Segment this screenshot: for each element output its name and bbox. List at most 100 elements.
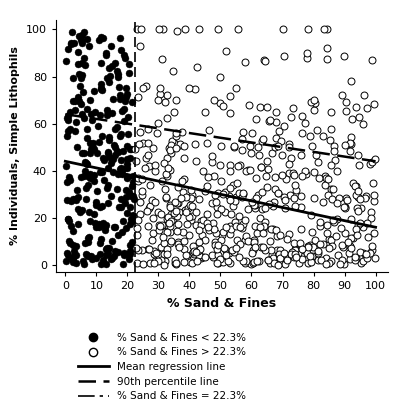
Point (299, 112, 305, 119)
Point (87, 150, 93, 156)
Point (104, 107, 110, 113)
Point (167, 204, 174, 210)
Point (109, 110, 115, 116)
Point (70, 254, 77, 261)
Point (150, 248, 157, 254)
Point (369, 243, 375, 250)
Point (166, 167, 173, 173)
Point (117, 35, 124, 42)
Point (282, 254, 288, 260)
Point (304, 250, 310, 256)
Point (181, 143, 187, 149)
Point (348, 216, 354, 222)
Point (163, 92, 170, 98)
Point (176, 141, 183, 148)
Point (328, 126, 335, 132)
Point (257, 164, 264, 170)
Point (98, 236, 104, 242)
Point (324, 26, 330, 33)
Point (74, 143, 80, 150)
Point (305, 26, 311, 33)
Point (316, 175, 322, 182)
Point (320, 241, 326, 247)
Point (364, 105, 370, 111)
Point (295, 260, 302, 266)
Point (347, 148, 353, 155)
Point (315, 257, 321, 263)
Point (106, 245, 112, 251)
Point (309, 253, 315, 259)
Point (328, 186, 334, 192)
Point (368, 208, 374, 215)
Point (225, 193, 232, 200)
Point (96, 223, 102, 230)
Point (110, 96, 116, 102)
Point (86, 209, 93, 215)
Point (146, 246, 152, 252)
Point (84, 134, 90, 141)
Point (304, 259, 311, 266)
Point (172, 260, 178, 267)
Point (286, 170, 292, 176)
Point (326, 236, 332, 242)
Point (266, 201, 272, 207)
Point (295, 250, 301, 256)
Point (128, 216, 134, 222)
Point (117, 166, 123, 172)
Point (124, 210, 131, 216)
Point (130, 192, 136, 199)
Point (115, 232, 121, 238)
Point (239, 147, 246, 154)
Point (343, 99, 349, 105)
Point (66, 126, 73, 132)
Point (371, 101, 377, 107)
Point (73, 243, 80, 250)
Point (170, 216, 176, 222)
Point (123, 85, 129, 91)
Point (86, 218, 93, 224)
Point (291, 239, 297, 246)
Point (173, 97, 180, 103)
Point (190, 243, 196, 250)
Point (79, 150, 86, 157)
Point (81, 114, 88, 121)
Point (169, 138, 176, 144)
Point (212, 239, 218, 245)
Point (92, 109, 98, 115)
Point (172, 129, 179, 136)
Point (236, 190, 242, 196)
Point (164, 154, 170, 161)
Point (105, 79, 112, 85)
Point (114, 186, 120, 192)
Point (160, 261, 167, 268)
Point (158, 222, 165, 228)
Point (255, 191, 261, 198)
Point (330, 217, 336, 223)
Point (303, 171, 310, 177)
Point (152, 167, 158, 174)
Point (77, 209, 83, 215)
Point (164, 246, 171, 252)
Point (134, 232, 140, 238)
Point (173, 260, 179, 266)
Point (98, 260, 104, 267)
Point (83, 251, 90, 257)
Point (87, 170, 94, 177)
Point (220, 259, 226, 266)
Point (65, 216, 71, 222)
Point (282, 176, 289, 182)
Point (251, 259, 257, 265)
Point (188, 195, 194, 201)
Point (356, 254, 362, 260)
Point (369, 247, 376, 253)
Point (189, 213, 196, 219)
Point (335, 252, 342, 258)
Point (70, 258, 77, 265)
Point (66, 218, 72, 224)
Point (331, 142, 338, 149)
Point (135, 174, 141, 181)
Point (85, 234, 92, 241)
Point (256, 257, 262, 264)
Point (250, 239, 256, 246)
Point (220, 229, 226, 235)
